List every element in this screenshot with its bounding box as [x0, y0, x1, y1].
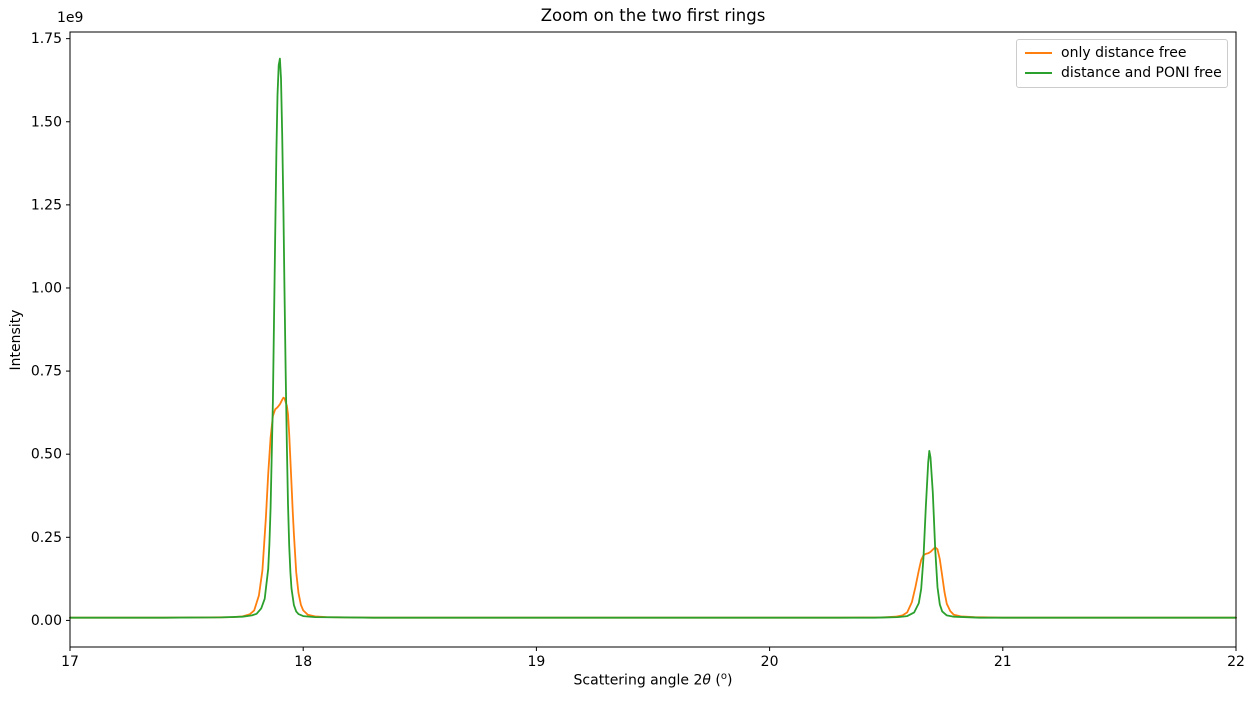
series-line-0 — [69, 396, 1237, 619]
legend-label: distance and PONI free — [1061, 65, 1222, 81]
y-tick-label: 0.25 — [31, 530, 62, 546]
x-tick-label: 22 — [1227, 654, 1245, 670]
y-axis-offset-label: 1e9 — [57, 10, 84, 26]
legend-entry: only distance free — [1025, 43, 1219, 63]
series-line-1 — [69, 57, 1237, 619]
x-axis-label-text: Scattering angle 2 — [573, 672, 703, 689]
chart-title: Zoom on the two first rings — [540, 6, 766, 25]
x-tick-label: 21 — [994, 654, 1012, 670]
y-tick-label: 1.25 — [31, 197, 62, 213]
y-tick-label: 0.75 — [31, 364, 62, 380]
degree-superscript: o — [720, 671, 727, 682]
legend-label: only distance free — [1061, 45, 1187, 61]
y-tick-label: 1.00 — [31, 280, 62, 296]
y-tick-label: 0.50 — [31, 447, 62, 463]
x-axis-label: Scattering angle 2θ (o) — [70, 671, 1236, 689]
x-tick-label: 17 — [61, 654, 79, 670]
legend-line-green-icon — [1025, 72, 1052, 74]
legend: only distance free distance and PONI fre… — [1016, 39, 1228, 88]
y-tick-label: 1.50 — [31, 114, 62, 130]
x-axis-label-close: ) — [726, 672, 733, 689]
y-tick-label: 0.00 — [31, 613, 62, 629]
x-tick-label: 18 — [294, 654, 312, 670]
x-tick-label: 19 — [527, 654, 545, 670]
x-tick-label: 20 — [761, 654, 779, 670]
axes-spines — [69, 31, 1237, 648]
y-tick-label: 1.75 — [31, 31, 62, 47]
legend-entry: distance and PONI free — [1025, 63, 1222, 83]
legend-line-orange-icon — [1025, 52, 1052, 54]
theta-symbol: θ — [702, 672, 711, 689]
x-axis-label-paren: ( — [710, 672, 721, 689]
